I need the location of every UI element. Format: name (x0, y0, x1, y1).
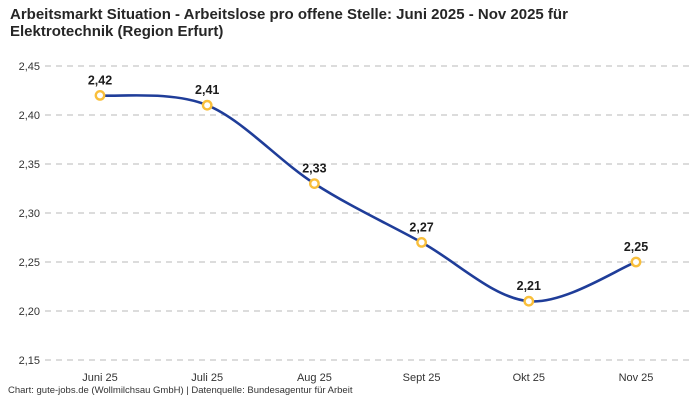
data-point-label: 2,25 (624, 240, 648, 254)
data-point-marker (201, 99, 213, 111)
data-point-label: 2,33 (302, 162, 326, 176)
y-axis-tick-label: 2,35 (19, 159, 40, 171)
data-line (98, 94, 638, 303)
x-axis-tick-label: Okt 25 (513, 372, 545, 384)
data-point-marker (94, 90, 106, 101)
data-point-marker (630, 256, 642, 268)
y-axis-tick-label: 2,30 (19, 208, 40, 220)
data-point-marker (416, 236, 427, 248)
x-axis-tick-label: Juli 25 (191, 372, 223, 384)
y-axis-tick-label: 2,25 (19, 257, 40, 269)
chart-footer: Chart: gute-jobs.de (Wollmilchsau GmbH) … (8, 385, 353, 396)
chart-title: Arbeitsmarkt Situation - Arbeitslose pro… (10, 6, 690, 40)
x-axis-tick-label: Sept 25 (403, 372, 441, 384)
x-axis-tick-label: Aug 25 (297, 372, 332, 384)
chart-title-line1: Arbeitsmarkt Situation - Arbeitslose pro… (10, 6, 568, 23)
data-point-label: 2,41 (195, 83, 219, 97)
y-axis-tick-label: 2,45 (19, 61, 40, 73)
y-axis-tick-label: 2,40 (19, 110, 40, 122)
x-axis-tick-label: Juni 25 (82, 372, 117, 384)
y-axis-tick-label: 2,20 (19, 306, 40, 318)
y-axis-tick-label: 2,15 (19, 355, 40, 367)
data-point-marker (523, 295, 535, 307)
data-point-label: 2,21 (517, 279, 541, 293)
chart-title-line2: Elektrotechnik (Region Erfurt) (10, 23, 224, 40)
data-point-label: 2,27 (409, 220, 433, 234)
data-point-label: 2,42 (88, 73, 112, 87)
data-point-marker (308, 178, 320, 190)
x-axis-tick-label: Nov 25 (619, 372, 654, 384)
